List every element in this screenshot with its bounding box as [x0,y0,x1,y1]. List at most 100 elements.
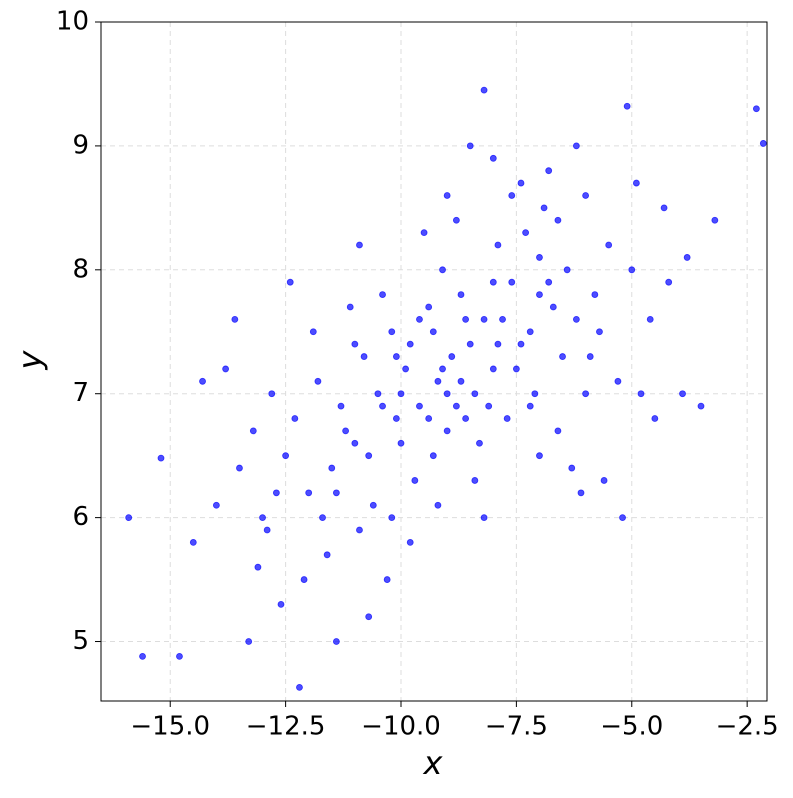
x-tick-label: −2.5 [716,712,779,742]
point [605,241,613,249]
point [665,278,673,286]
y-tick-label: 10 [56,7,89,37]
x-axis-label: x [423,744,444,782]
point [462,315,470,323]
point [517,340,525,348]
point [342,427,350,435]
point [286,278,294,286]
point [139,652,146,660]
point [254,563,262,571]
point [397,439,405,447]
point [480,86,488,94]
point [323,551,331,559]
point [411,477,419,484]
point [508,192,516,199]
y-tick-label: 7 [72,378,89,408]
point [632,179,640,187]
point [512,365,520,373]
point [489,278,497,286]
point [406,539,414,546]
point [157,454,165,462]
point [623,102,631,110]
point [679,390,686,398]
point [628,266,636,274]
point [305,489,313,497]
x-tick-label: −5.0 [600,712,663,742]
point [540,204,548,212]
point [249,427,257,435]
point [448,353,456,360]
x-tick-label: −7.5 [485,712,548,742]
point [452,402,460,410]
point [711,216,719,224]
point [545,167,553,175]
point [554,427,562,435]
point [369,501,377,509]
point [356,241,363,249]
point [189,539,197,546]
point [351,340,359,348]
point [572,142,580,150]
point [300,576,308,583]
point [480,315,488,323]
point [476,439,483,447]
point [420,229,428,237]
point [199,377,206,385]
point [332,489,340,497]
point [582,192,590,199]
point [752,105,760,113]
point [494,241,502,249]
point [351,439,359,447]
point [392,353,400,360]
point [429,328,437,336]
point [480,514,488,522]
point [568,464,576,472]
point [356,526,363,534]
point [309,328,317,336]
point [582,390,590,398]
point [614,377,622,385]
x-tick-label: −12.5 [246,712,326,742]
point [536,452,543,460]
point [503,415,511,422]
point [365,613,373,621]
point [697,402,705,410]
point [489,365,497,373]
x-tick-label: −15.0 [130,712,210,742]
point [651,415,659,422]
y-axis-label: y [11,349,49,370]
point [416,315,423,323]
point [526,402,534,410]
point [392,415,400,422]
point [443,390,451,398]
point [596,328,603,336]
point [549,303,557,311]
point [374,390,382,398]
point [559,353,566,360]
point [259,514,266,522]
point [600,477,608,484]
point [346,303,354,311]
point [379,402,386,410]
point [425,415,433,422]
point [471,477,479,484]
point [457,291,465,298]
point [619,514,626,522]
point [457,377,465,385]
point [263,526,271,534]
point [360,353,368,360]
point [531,390,539,398]
plot-frame [100,21,768,702]
point [572,315,580,323]
point [388,514,396,522]
y-tick-label: 9 [72,130,89,160]
y-tick-label: 6 [72,502,89,532]
point [125,514,133,522]
point [379,291,386,298]
point [759,140,767,147]
y-tick-label: 8 [72,254,89,284]
point [443,192,451,199]
point [296,683,303,691]
point [522,229,530,237]
point [517,179,525,187]
